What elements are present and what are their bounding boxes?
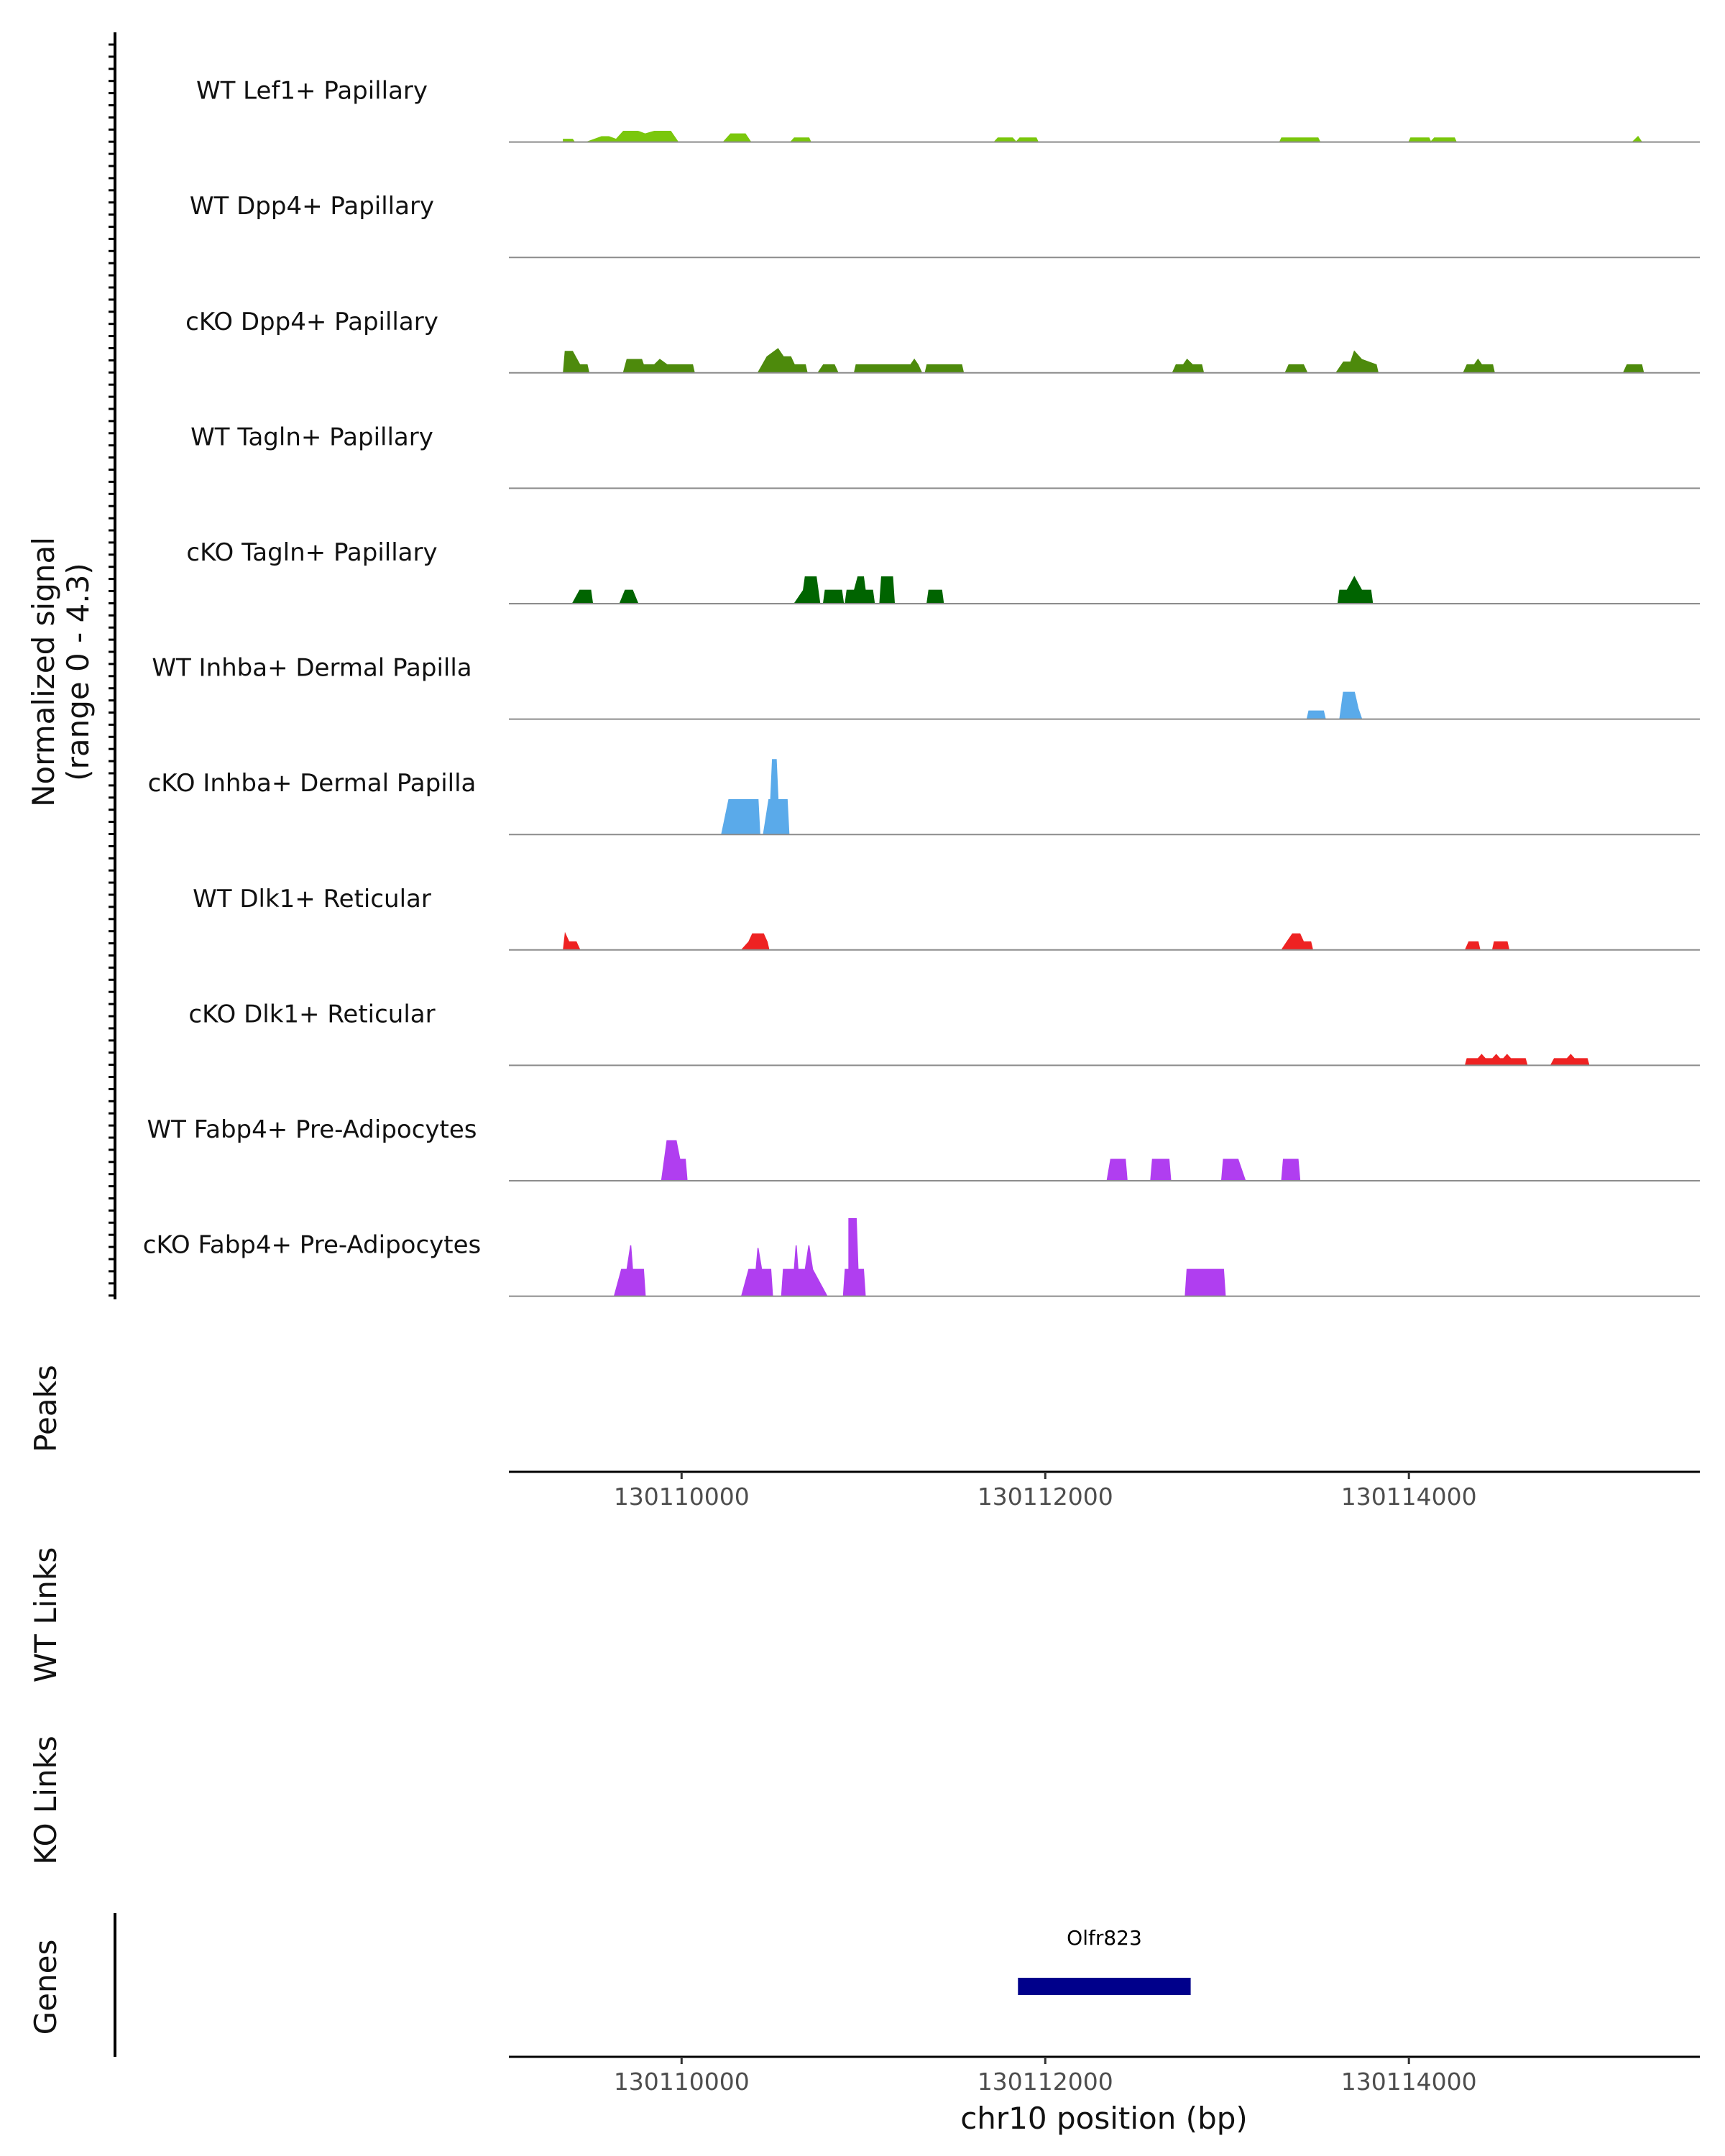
track-label: cKO Tagln+ Papillary (186, 538, 437, 567)
coverage-peak (781, 1245, 828, 1297)
x-axis-tick-label: 130110000 (614, 1483, 750, 1511)
coverage-peak (586, 130, 679, 143)
signal-axis-ticks (109, 43, 115, 1297)
track-label: cKO Dpp4+ Papillary (185, 308, 438, 336)
gene-body (1018, 1978, 1191, 1995)
coverage-peak (842, 1217, 866, 1297)
coverage-peak (622, 359, 695, 374)
coverage-peak (1335, 350, 1379, 374)
peaks-x-axis-ticks: 130110000 130112000 130114000 (614, 1472, 1477, 1511)
track-label: cKO Inhba+ Dermal Papilla (148, 769, 477, 798)
coverage-peak (1106, 1158, 1128, 1181)
coverage-peak (924, 364, 965, 374)
peaks-label: Peaks (28, 1365, 63, 1452)
coverage-peak (1550, 1054, 1590, 1067)
coverage-track: WT Dpp4+ Papillary (190, 192, 1700, 259)
coverage-peak (1281, 1158, 1301, 1181)
coverage-peak (1306, 710, 1326, 720)
x-axis-tick-label: 130112000 (978, 2068, 1113, 2096)
coverage-track: WT Tagln+ Papillary (190, 423, 1700, 489)
coverage-peak (740, 1248, 773, 1297)
coverage-peak (757, 348, 808, 374)
ko-links-label: KO Links (28, 1736, 63, 1865)
coverage-peak (845, 576, 875, 604)
gene-annotations: Olfr823 (1018, 1926, 1191, 1995)
coverage-track: cKO Dlk1+ Reticular (188, 1000, 1700, 1067)
x-axis-tick-label: 130112000 (978, 1483, 1113, 1511)
wt-links-label: WT Links (28, 1547, 63, 1682)
genes-x-axis-ticks: 130110000 130112000 130114000 (614, 2057, 1477, 2096)
track-label: cKO Dlk1+ Reticular (188, 1000, 435, 1028)
coverage-track: WT Lef1+ Papillary (196, 77, 1700, 143)
track-label: WT Fabp4+ Pre-Adipocytes (147, 1115, 477, 1144)
coverage-peak (1491, 941, 1510, 951)
coverage-track: WT Inhba+ Dermal Papilla (152, 654, 1700, 720)
coverage-peak (613, 1245, 646, 1297)
track-label: WT Dlk1+ Reticular (193, 885, 431, 913)
track-label: cKO Fabp4+ Pre-Adipocytes (143, 1231, 482, 1260)
track-label: WT Dpp4+ Papillary (190, 192, 434, 221)
coverage-tracks: WT Lef1+ Papillary WT Dpp4+ Papillary cKO … (143, 77, 1700, 1297)
coverage-track: WT Fabp4+ Pre-Adipocytes (147, 1115, 1700, 1181)
coverage-peak (1337, 576, 1374, 604)
coverage-track: cKO Inhba+ Dermal Papilla (148, 759, 1700, 836)
track-label: WT Inhba+ Dermal Papilla (152, 654, 472, 683)
coverage-peak (822, 589, 845, 604)
coverage-peak (721, 759, 790, 835)
track-label: WT Lef1+ Papillary (196, 77, 428, 106)
coverage-track: cKO Dpp4+ Papillary (185, 308, 1700, 374)
coverage-peak (1172, 359, 1205, 374)
x-axis-tick-label: 130110000 (614, 2068, 750, 2096)
coverage-peak (1464, 1054, 1528, 1067)
coverage-peak (1622, 364, 1644, 374)
x-axis-tick-label: 130114000 (1341, 1483, 1477, 1511)
coverage-peak (1150, 1158, 1172, 1181)
coverage-peak (879, 576, 896, 604)
x-axis-label: chr10 position (bp) (960, 2101, 1248, 2136)
coverage-peak (1284, 364, 1308, 374)
coverage-track: cKO Fabp4+ Pre-Adipocytes (143, 1217, 1700, 1297)
y-axis-label: Normalized signal (26, 537, 61, 807)
coverage-peak (1184, 1268, 1226, 1297)
coverage-peak (1462, 358, 1496, 374)
coverage-peak (926, 589, 944, 604)
genes-label: Genes (28, 1940, 63, 2035)
gene-label: Olfr823 (1067, 1926, 1142, 1950)
track-label: WT Tagln+ Papillary (190, 423, 433, 451)
coverage-track: WT Dlk1+ Reticular (193, 885, 1700, 951)
y-axis-range-label: (range 0 - 4.3) (60, 563, 96, 781)
x-axis-tick-label: 130114000 (1341, 2068, 1477, 2096)
coverage-track: cKO Tagln+ Papillary (186, 538, 1700, 604)
coverage-peak (1280, 933, 1314, 951)
